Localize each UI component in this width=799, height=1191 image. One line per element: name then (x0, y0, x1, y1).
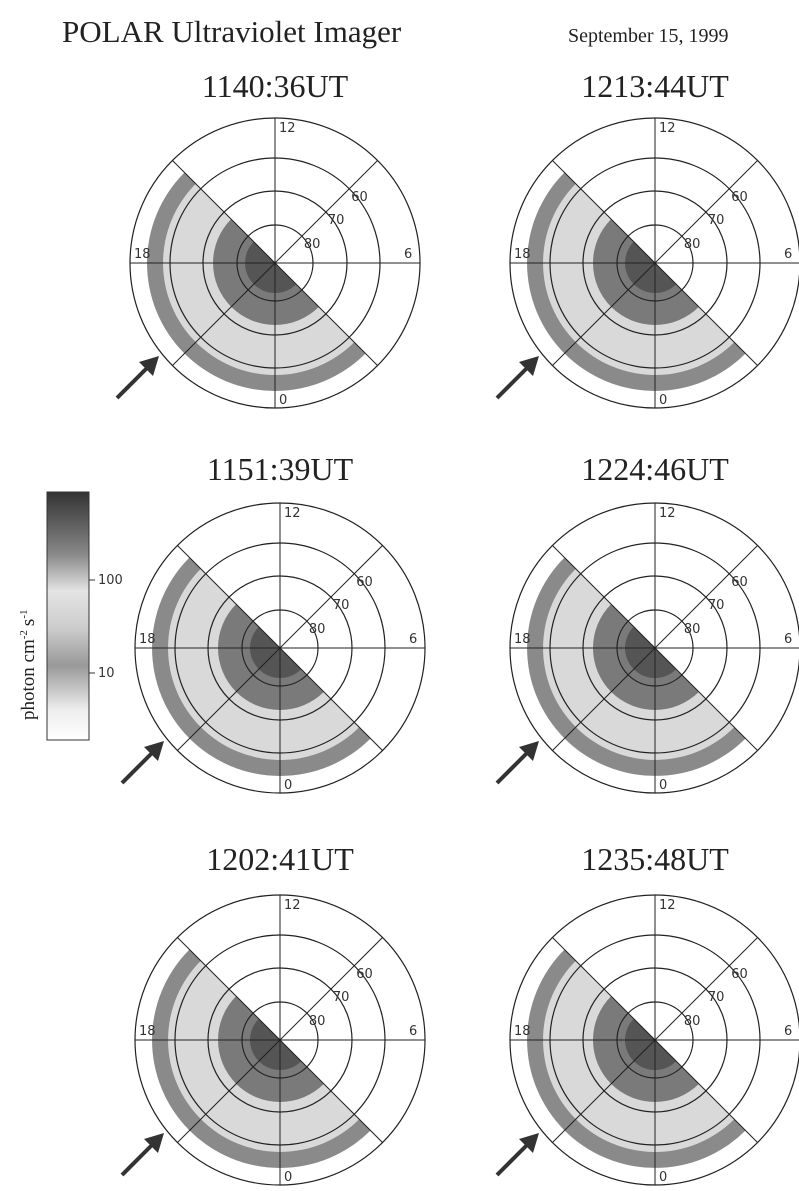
arrow (122, 753, 152, 783)
arrow (497, 1145, 527, 1175)
colorbar-label: photon cm-2 s-1 (18, 610, 39, 721)
grid-label: 6 (784, 632, 792, 647)
grid-label: 12 (279, 121, 296, 136)
grid-label: 0 (659, 393, 667, 408)
colorbar-tick-label: 10 (98, 666, 115, 681)
grid-label: 70 (708, 213, 725, 228)
grid-label: 12 (659, 506, 676, 521)
panel-time: 1151:39UT (207, 451, 354, 487)
date: September 15, 1999 (568, 25, 729, 47)
grid-label: 12 (659, 898, 676, 913)
grid-label: 18 (134, 247, 151, 262)
grid-label: 60 (356, 575, 373, 590)
grid-label: 12 (284, 506, 301, 521)
unit-exp: -2 (18, 630, 30, 639)
grid-label: 0 (659, 778, 667, 793)
grid-label: 18 (514, 1024, 531, 1039)
grid-label: 12 (284, 898, 301, 913)
figure: POLAR Ultraviolet Imager September 15, 1… (0, 0, 799, 1191)
arrow (122, 1145, 152, 1175)
grid-label: 80 (684, 1014, 701, 1029)
grid-label: 6 (404, 247, 412, 262)
panel-time: 1140:36UT (202, 68, 349, 104)
panel-time: 1202:41UT (206, 841, 354, 877)
unit: photon cm (18, 639, 39, 720)
grid-label: 70 (708, 990, 725, 1005)
grid-label: 80 (309, 1014, 326, 1029)
grid-label: 60 (731, 575, 748, 590)
grid-label: 12 (659, 121, 676, 136)
grid-label: 70 (333, 990, 350, 1005)
grid-label: 80 (309, 622, 326, 637)
grid-label: 70 (328, 213, 345, 228)
arrow (117, 368, 147, 398)
panel-time: 1213:44UT (581, 68, 729, 104)
grid-label: 6 (784, 247, 792, 262)
grid-label: 60 (351, 190, 368, 205)
arrow (497, 753, 527, 783)
grid-label: 6 (409, 632, 417, 647)
grid-label: 70 (708, 598, 725, 613)
grid-label: 80 (304, 237, 321, 252)
grid-label: 18 (514, 247, 531, 262)
unit-exp: -1 (18, 610, 30, 619)
grid-label: 0 (284, 778, 292, 793)
grid-label: 0 (279, 393, 287, 408)
grid-label: 70 (333, 598, 350, 613)
grid-label: 18 (514, 632, 531, 647)
title: POLAR Ultraviolet Imager (62, 14, 402, 49)
grid-label: 60 (731, 967, 748, 982)
grid-label: 6 (784, 1024, 792, 1039)
grid-label: 18 (139, 1024, 156, 1039)
grid-label: 80 (684, 622, 701, 637)
grid-label: 60 (731, 190, 748, 205)
grid-label: 6 (409, 1024, 417, 1039)
unit: s (18, 619, 39, 626)
grid-label: 18 (139, 632, 156, 647)
panel-time: 1235:48UT (581, 841, 729, 877)
grid-label: 0 (284, 1170, 292, 1185)
arrow (497, 368, 527, 398)
colorbar (47, 492, 89, 740)
grid-label: 80 (684, 237, 701, 252)
grid-label: 0 (659, 1170, 667, 1185)
grid-label: 60 (356, 967, 373, 982)
panel-time: 1224:46UT (581, 451, 729, 487)
colorbar-tick-label: 100 (98, 573, 123, 588)
